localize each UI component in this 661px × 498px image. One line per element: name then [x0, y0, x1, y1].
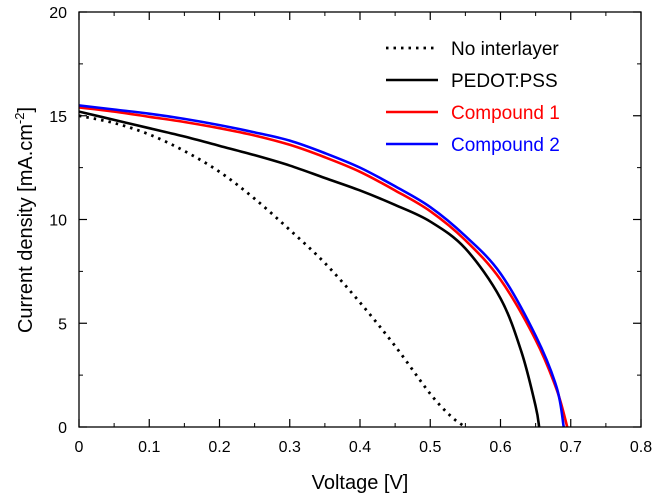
- x-tick-label: 0.8: [630, 439, 652, 456]
- x-tick-label: 0: [75, 439, 84, 456]
- y-tick-label: 20: [49, 5, 67, 22]
- x-tick-label: 0.4: [349, 439, 371, 456]
- series-line-pedot-pss: [79, 110, 541, 427]
- x-tick-label: 0.1: [138, 439, 160, 456]
- y-axis-title-main: Current density [mA.cm: [15, 124, 37, 333]
- y-tick-label: 0: [58, 420, 67, 437]
- x-axis-title: Voltage [V]: [312, 472, 409, 494]
- legend-label: Compound 1: [451, 103, 560, 124]
- x-tick-label: 0.6: [489, 439, 511, 456]
- legend: No interlayer PEDOT:PSS Compound 1 Compound…: [386, 39, 560, 156]
- x-tick-label: 0.7: [560, 439, 582, 456]
- y-tick-label: 10: [49, 213, 67, 230]
- x-tick-label: 0.2: [208, 439, 230, 456]
- series-line-no-interlayer: [79, 114, 467, 427]
- series-line-compound-2: [79, 104, 566, 427]
- y-tick-label: 5: [58, 316, 67, 333]
- x-tick-label: 0.3: [279, 439, 301, 456]
- series-layer: [79, 104, 569, 427]
- series-line-compound-1: [79, 106, 569, 427]
- legend-label: PEDOT:PSS: [451, 71, 558, 92]
- legend-label: Compound 2: [451, 135, 560, 156]
- x-tick-label: 0.5: [419, 439, 441, 456]
- y-axis-title-close: ]: [15, 107, 37, 113]
- ticks-layer: 0 0.1 0.2 0.3 0.4 0.5 0.6 0.7 0.8 0 5 10 15 20: [49, 5, 652, 456]
- legend-label: No interlayer: [451, 39, 559, 60]
- y-axis-title-superscript: -2: [12, 113, 27, 125]
- y-axis-title: Current density [mA.cm-2]: [12, 107, 37, 333]
- y-tick-label: 15: [49, 109, 67, 126]
